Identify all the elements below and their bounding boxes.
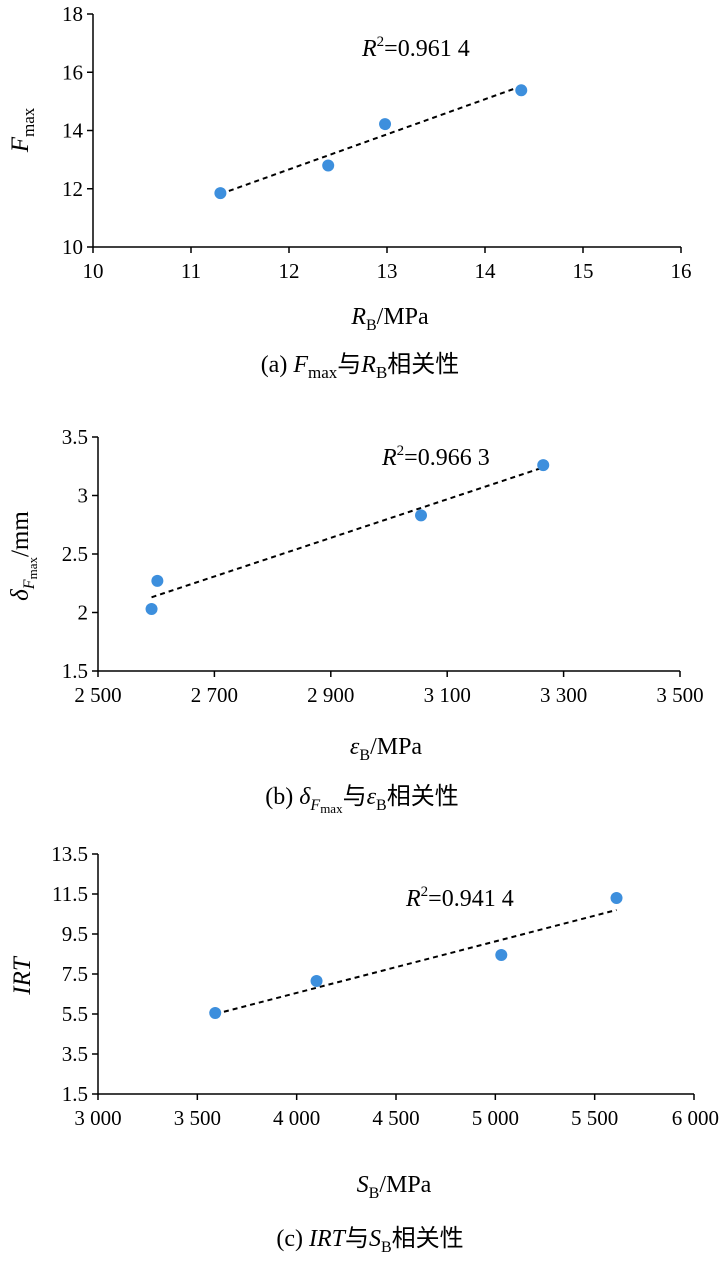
chart-c-ylabel: IRT bbox=[9, 955, 36, 996]
chart-a-ytick-label: 18 bbox=[62, 2, 83, 26]
chart-c-data-point bbox=[610, 892, 623, 904]
chart-a-xtick-label: 11 bbox=[181, 259, 201, 283]
chart-c-ytick-label: 1.5 bbox=[62, 1082, 88, 1106]
chart-c-ytick-label: 11.5 bbox=[52, 882, 88, 906]
chart-c-points bbox=[209, 892, 623, 1019]
chart-b-xtick-label: 2 500 bbox=[74, 683, 121, 707]
chart-a-ytick-label: 10 bbox=[62, 235, 83, 259]
chart-b-r2-label: R2=0.966 3 bbox=[381, 443, 490, 471]
chart-c-data-point bbox=[495, 949, 508, 961]
chart-a-xlabel: RB/MPa bbox=[350, 304, 429, 334]
chart-a: 10 12 14 16 18 10 11 12 13 14 15 16 R2=0.961 4 Fmax… bbox=[7, 2, 692, 382]
chart-c: 1.5 3.5 5.5 7.5 9.5 11.5 13.5 3 000 3 500 4 000 4 … bbox=[9, 842, 719, 1256]
chart-c-xtick-label: 6 000 bbox=[672, 1106, 719, 1130]
chart-b-ytick-label: 2.5 bbox=[62, 542, 88, 566]
chart-c-xtick-label: 4 500 bbox=[372, 1106, 419, 1130]
chart-b-trendline bbox=[151, 466, 544, 599]
chart-b-data-point bbox=[151, 574, 164, 587]
chart-a-xtick-label: 10 bbox=[83, 259, 104, 283]
chart-b-xtick-label: 3 100 bbox=[424, 683, 471, 707]
chart-a-caption: (a) Fmax与RB相关性 bbox=[261, 351, 460, 382]
chart-c-data-point bbox=[310, 975, 323, 987]
chart-a-ticks: 10 12 14 16 18 10 11 12 13 14 15 16 bbox=[62, 2, 692, 283]
chart-c-xtick-label: 5 000 bbox=[472, 1106, 519, 1130]
chart-b-xtick-label: 3 500 bbox=[656, 683, 703, 707]
chart-b: 1.5 2 2.5 3 3.5 2 500 2 700 2 900 3 100 3 300 3 50… bbox=[7, 425, 704, 816]
chart-a-xtick-label: 16 bbox=[671, 259, 692, 283]
chart-b-ytick-label: 3.5 bbox=[62, 425, 88, 449]
chart-c-xlabel: SB/MPa bbox=[357, 1172, 432, 1202]
chart-c-ticks: 1.5 3.5 5.5 7.5 9.5 11.5 13.5 3 000 3 500 4 000 4 … bbox=[51, 842, 719, 1130]
chart-c-xtick-label: 5 500 bbox=[571, 1106, 618, 1130]
chart-b-ytick-label: 1.5 bbox=[62, 659, 88, 683]
chart-b-data-point bbox=[145, 602, 158, 615]
chart-a-ytick-label: 16 bbox=[62, 60, 83, 84]
chart-b-caption: (b) δFmax与εB相关性 bbox=[265, 783, 458, 816]
chart-b-ylabel: δFmax/mm bbox=[7, 511, 40, 601]
chart-c-ytick-label: 5.5 bbox=[62, 1002, 88, 1026]
chart-c-trendline bbox=[214, 909, 617, 1015]
chart-a-xtick-label: 13 bbox=[377, 259, 398, 283]
chart-a-xtick-label: 15 bbox=[573, 259, 594, 283]
chart-c-ytick-label: 13.5 bbox=[51, 842, 88, 866]
chart-a-data-point bbox=[322, 159, 335, 172]
chart-c-ytick-label: 9.5 bbox=[62, 922, 88, 946]
chart-a-xtick-label: 12 bbox=[279, 259, 300, 283]
chart-a-ytick-label: 12 bbox=[62, 177, 83, 201]
chart-b-xtick-label: 2 700 bbox=[191, 683, 238, 707]
chart-c-r2-label: R2=0.941 4 bbox=[405, 884, 514, 912]
chart-c-ytick-label: 3.5 bbox=[62, 1042, 88, 1066]
chart-b-ytick-label: 3 bbox=[78, 484, 89, 508]
chart-a-ylabel: Fmax bbox=[7, 107, 38, 153]
chart-b-xtick-label: 3 300 bbox=[540, 683, 587, 707]
chart-b-data-point bbox=[537, 459, 550, 472]
chart-b-xlabel: εB/MPa bbox=[350, 734, 422, 764]
chart-a-r2-label: R2=0.961 4 bbox=[361, 34, 470, 62]
chart-b-data-point bbox=[415, 509, 428, 522]
chart-c-trendline-group bbox=[214, 909, 617, 1015]
chart-c-ytick-label: 7.5 bbox=[62, 962, 88, 986]
chart-c-xtick-label: 4 000 bbox=[273, 1106, 320, 1130]
chart-c-data-point bbox=[209, 1007, 222, 1019]
chart-b-ytick-label: 2 bbox=[78, 601, 89, 625]
chart-a-ytick-label: 14 bbox=[62, 119, 84, 143]
chart-b-trendline-group bbox=[151, 466, 544, 599]
chart-a-data-point bbox=[214, 187, 227, 200]
chart-a-xtick-label: 14 bbox=[475, 259, 497, 283]
chart-b-ticks: 1.5 2 2.5 3 3.5 2 500 2 700 2 900 3 100 3 300 3 50… bbox=[62, 425, 704, 707]
chart-c-caption: (c) IRT与SB相关性 bbox=[276, 1225, 463, 1256]
chart-a-trendline bbox=[220, 85, 522, 195]
chart-b-xtick-label: 2 900 bbox=[307, 683, 354, 707]
chart-c-xtick-label: 3 000 bbox=[74, 1106, 121, 1130]
chart-a-data-point bbox=[379, 118, 392, 131]
chart-b-points bbox=[145, 459, 550, 615]
chart-c-xtick-label: 3 500 bbox=[174, 1106, 221, 1130]
chart-a-data-point bbox=[515, 84, 528, 97]
chart-a-points bbox=[214, 84, 528, 200]
chart-a-trendline-group bbox=[220, 85, 522, 195]
